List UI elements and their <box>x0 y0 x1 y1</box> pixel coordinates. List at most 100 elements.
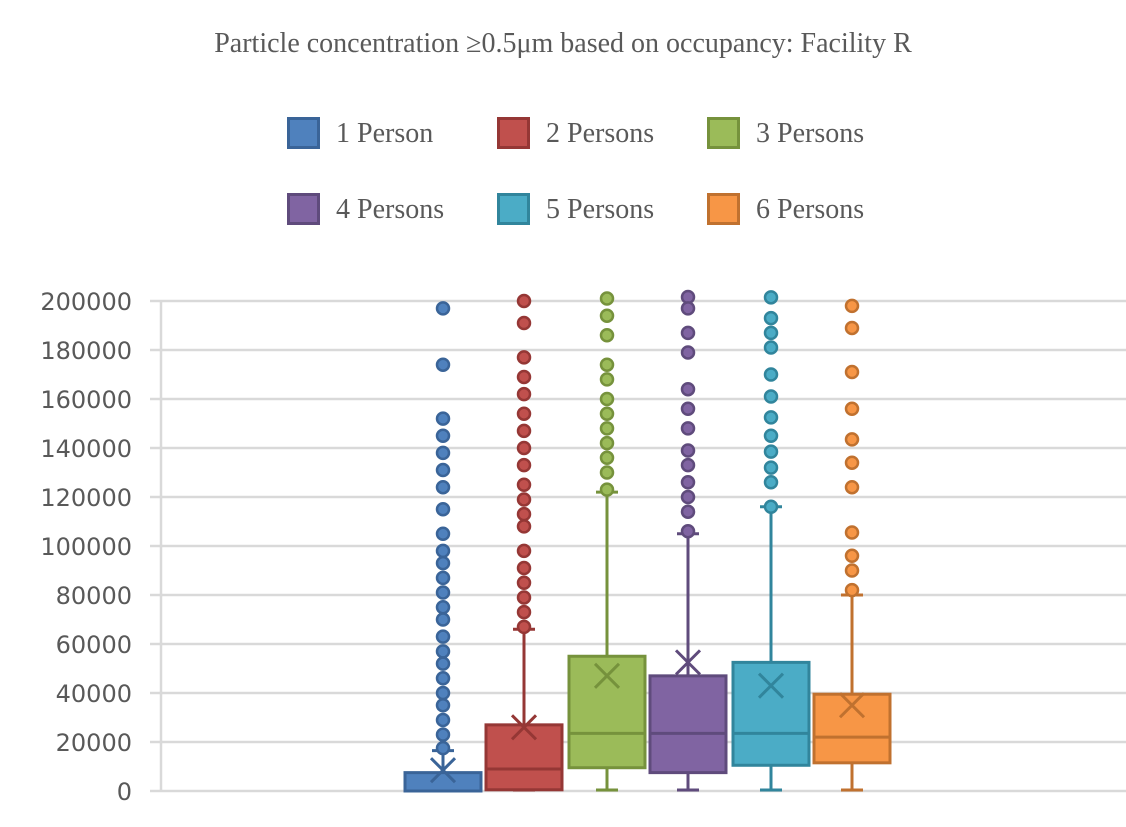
outlier-point <box>599 328 615 343</box>
outlier-point <box>435 479 451 495</box>
legend-swatch <box>287 193 320 225</box>
outlier-point <box>599 357 615 372</box>
outlier-point <box>435 543 451 559</box>
box <box>484 723 564 792</box>
outlier-point <box>763 310 779 326</box>
legend-label: 1 Person <box>336 118 433 149</box>
legend: 1 Person 2 Persons 3 Persons 4 Persons 5 Per… <box>287 117 864 225</box>
outlier-point <box>599 372 615 387</box>
mean-marker <box>674 649 702 676</box>
outlier-point <box>680 524 696 539</box>
outlier-point <box>680 381 696 397</box>
y-tick-label: 200000 <box>40 288 132 316</box>
y-tick-label: 100000 <box>40 533 132 561</box>
outlier-point <box>516 440 532 456</box>
outlier-point <box>599 465 615 480</box>
legend-item: 3 Persons <box>707 117 864 149</box>
outlier-point <box>844 401 860 417</box>
plot-area <box>403 289 892 793</box>
outlier-point <box>680 475 696 490</box>
box <box>403 771 483 793</box>
outlier-point <box>599 391 615 407</box>
outlier-point <box>435 685 451 701</box>
outlier-point <box>763 290 779 305</box>
chart-title: Particle concentration ≥0.5μm based on o… <box>214 28 912 59</box>
outlier-point <box>844 298 860 314</box>
outlier-point <box>516 457 532 473</box>
legend-item: 5 Persons <box>497 193 654 225</box>
outlier-point <box>516 350 532 365</box>
outlier-point <box>680 443 696 458</box>
outlier-point <box>763 410 779 425</box>
legend-label: 2 Persons <box>546 118 654 149</box>
outlier-point <box>516 293 532 309</box>
outlier-point <box>435 644 451 659</box>
gridlines <box>150 299 1126 793</box>
box <box>648 674 728 775</box>
legend-item: 2 Persons <box>497 117 654 149</box>
outlier-point <box>435 570 451 586</box>
y-tick-label: 0 <box>117 778 132 806</box>
y-tick-label: 40000 <box>56 680 132 708</box>
legend-swatch <box>497 193 530 225</box>
outlier-point <box>516 369 532 385</box>
outlier-point <box>435 462 451 478</box>
legend-label: 3 Persons <box>756 118 864 149</box>
outlier-point <box>435 656 451 671</box>
outlier-point <box>763 499 779 515</box>
outlier-point <box>435 629 451 644</box>
outlier-point <box>680 421 696 436</box>
outlier-point <box>680 345 696 360</box>
outlier-point <box>844 320 860 336</box>
y-tick-label: 140000 <box>40 435 132 463</box>
legend-swatch <box>707 193 740 225</box>
outlier-point <box>516 386 532 402</box>
outlier-point <box>435 727 451 742</box>
outlier-point <box>516 477 532 492</box>
legend-label: 6 Persons <box>756 194 864 225</box>
outlier-point <box>680 457 696 473</box>
outlier-point <box>435 671 451 686</box>
outlier-point <box>680 504 696 519</box>
legend-swatch <box>707 117 740 149</box>
mean-marker <box>510 714 538 741</box>
outlier-point <box>844 563 860 578</box>
outlier-point <box>435 712 451 728</box>
outlier-point <box>763 475 779 490</box>
outlier-point <box>680 401 696 417</box>
outlier-point <box>763 340 779 355</box>
outlier-point <box>844 364 860 380</box>
outlier-point <box>599 308 615 323</box>
box <box>567 654 647 770</box>
outlier-point <box>516 604 532 620</box>
outlier-point <box>844 479 860 495</box>
legend-swatch <box>287 117 320 149</box>
outlier-point <box>435 600 451 615</box>
y-tick-label: 160000 <box>40 386 132 414</box>
outlier-point <box>516 492 532 507</box>
outlier-point <box>435 428 451 443</box>
box-series <box>812 298 892 792</box>
outlier-point <box>599 406 615 421</box>
outlier-point <box>516 315 532 331</box>
outlier-point <box>763 444 779 459</box>
outlier-point <box>763 389 779 404</box>
outlier-point <box>516 575 532 590</box>
box-series <box>567 291 647 792</box>
outlier-point <box>763 460 779 475</box>
outlier-point <box>435 301 451 316</box>
outlier-point <box>435 698 451 713</box>
outlier-point <box>516 519 532 534</box>
outlier-point <box>844 582 860 598</box>
outlier-point <box>516 506 532 522</box>
y-axis: 0 20000 40000 60000 80000 100000 120000 140000 1… <box>40 288 132 806</box>
legend-label: 5 Persons <box>546 194 654 225</box>
outlier-point <box>763 428 779 443</box>
legend-item: 1 Person <box>287 117 433 149</box>
outlier-point <box>516 560 532 576</box>
outlier-point <box>435 526 451 541</box>
outlier-point <box>435 612 451 627</box>
box-series <box>403 301 483 793</box>
outlier-point <box>844 432 860 447</box>
